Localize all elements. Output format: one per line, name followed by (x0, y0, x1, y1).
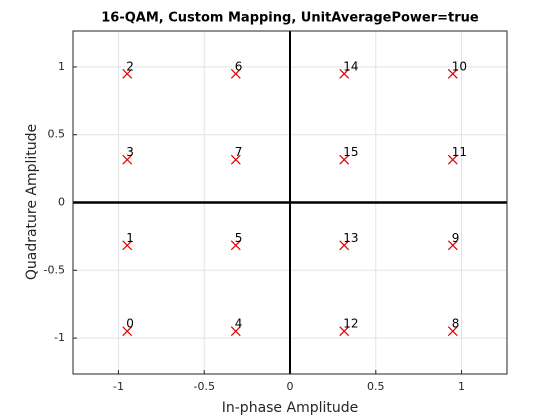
marker (230, 154, 241, 165)
x-tick-label: -0.5 (193, 380, 214, 393)
point-label: 8 (452, 317, 460, 331)
x-tick-label: 1 (458, 380, 465, 393)
point-label: 2 (126, 59, 134, 73)
marker (122, 240, 133, 251)
marker (339, 154, 350, 165)
marker (122, 68, 133, 79)
marker (122, 326, 133, 337)
y-tick-label: 0.5 (48, 128, 66, 141)
marker (447, 326, 458, 337)
marker (339, 240, 350, 251)
point-label: 9 (452, 231, 460, 245)
point-label: 12 (343, 317, 358, 331)
x-tick-label: -1 (113, 380, 124, 393)
y-tick-label: -1 (54, 331, 65, 344)
y-tick-label: -0.5 (44, 263, 65, 276)
point-label: 5 (235, 231, 243, 245)
point-label: 3 (126, 145, 134, 159)
point-label: 0 (126, 317, 134, 331)
point-label: 1 (126, 231, 134, 245)
x-tick-label: 0.5 (367, 380, 385, 393)
marker (447, 154, 458, 165)
marker (447, 68, 458, 79)
x-tick-label: 0 (287, 380, 294, 393)
marker (339, 326, 350, 337)
marker (122, 154, 133, 165)
marker (339, 68, 350, 79)
plot-frame (72, 30, 508, 375)
point-label: 14 (343, 59, 358, 73)
marker (447, 240, 458, 251)
marker (230, 68, 241, 79)
point-label: 6 (235, 59, 243, 73)
marker (230, 240, 241, 251)
point-label: 10 (452, 59, 467, 73)
marker (230, 326, 241, 337)
point-label: 13 (343, 231, 358, 245)
y-axis-label: Quadrature Amplitude (24, 124, 40, 280)
point-label: 11 (452, 145, 467, 159)
chart-title: 16-QAM, Custom Mapping, UnitAveragePower… (101, 11, 479, 26)
point-label: 15 (343, 145, 358, 159)
point-label: 7 (235, 145, 243, 159)
y-tick-label: 0 (58, 196, 65, 209)
y-tick-label: 1 (58, 60, 65, 73)
x-axis-label: In-phase Amplitude (222, 400, 359, 416)
point-label: 4 (235, 317, 243, 331)
